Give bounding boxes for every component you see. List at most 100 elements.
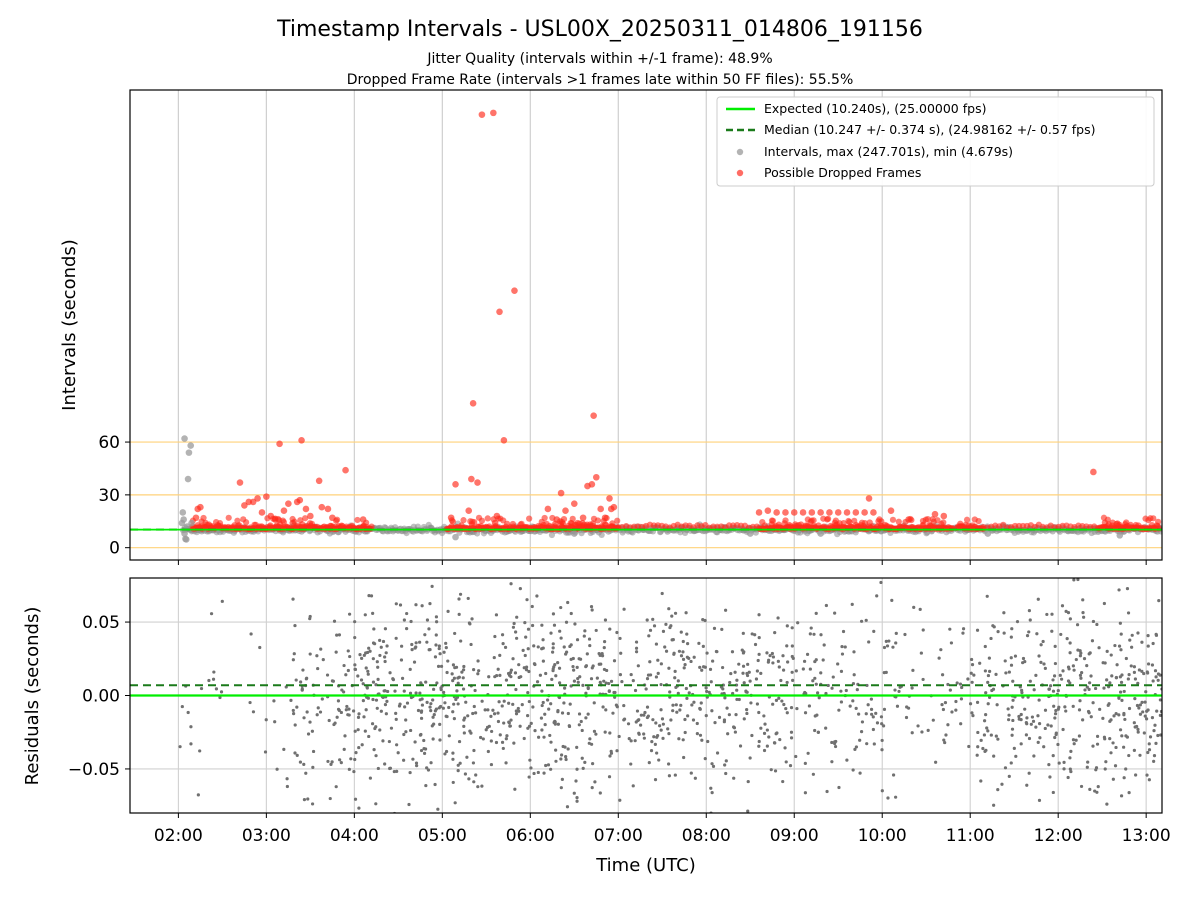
- residual-point: [334, 650, 338, 654]
- residual-point: [705, 651, 709, 655]
- residual-point: [495, 673, 499, 678]
- residual-point: [429, 709, 433, 713]
- residual-point: [608, 731, 612, 735]
- residual-point: [619, 651, 623, 655]
- residual-point: [442, 690, 446, 694]
- residual-point: [943, 700, 948, 705]
- residual-point: [453, 801, 457, 805]
- residual-point: [882, 671, 886, 675]
- residual-point: [589, 604, 594, 609]
- residual-point: [634, 640, 639, 644]
- residual-point: [1038, 573, 1041, 576]
- residual-point: [1136, 727, 1140, 731]
- dropped-frame-point: [553, 516, 561, 523]
- residual-point: [1012, 746, 1016, 750]
- residual-point: [713, 721, 717, 725]
- residual-point: [748, 756, 752, 760]
- residual-point: [1081, 598, 1085, 602]
- residual-point: [969, 671, 973, 675]
- dropped-frame-point: [570, 500, 578, 507]
- residual-point: [1060, 677, 1064, 681]
- residual-point: [378, 638, 382, 643]
- residual-point: [733, 730, 737, 734]
- residual-point: [525, 665, 529, 669]
- residual-point: [385, 699, 389, 703]
- residual-point: [438, 738, 442, 742]
- residual-point: [456, 763, 460, 767]
- residual-point: [383, 659, 387, 664]
- residual-point: [411, 757, 415, 761]
- residual-point: [660, 591, 664, 596]
- residual-point: [353, 757, 357, 762]
- residual-point: [1072, 742, 1076, 746]
- residual-point: [1050, 816, 1053, 819]
- residual-point: [471, 711, 475, 716]
- residual-point: [371, 680, 376, 684]
- residual-point: [1108, 719, 1112, 723]
- residual-point: [580, 756, 584, 760]
- residual-point: [1049, 724, 1053, 728]
- residual-point: [608, 627, 612, 631]
- residual-point: [1037, 722, 1042, 726]
- residual-point: [249, 632, 253, 636]
- residual-point: [811, 679, 815, 683]
- residual-point: [1111, 777, 1115, 781]
- residual-point: [436, 807, 440, 811]
- residual-point: [1146, 634, 1150, 638]
- residual-point: [1158, 713, 1162, 717]
- residual-point: [1057, 705, 1061, 709]
- residual-point: [1061, 727, 1065, 732]
- residual-point: [816, 730, 820, 734]
- residual-point: [1068, 651, 1072, 655]
- residual-point: [474, 711, 478, 715]
- residual-point: [1117, 696, 1121, 700]
- residual-point: [472, 748, 476, 753]
- residual-point: [629, 739, 633, 743]
- residual-point: [292, 652, 296, 656]
- residual-point: [366, 672, 370, 676]
- residual-point: [566, 747, 570, 751]
- residual-point: [961, 631, 965, 635]
- residual-point: [438, 722, 442, 726]
- residual-point: [577, 657, 581, 661]
- residuals-y-axis-label: Residuals (seconds): [22, 607, 43, 786]
- residual-point: [757, 635, 761, 640]
- residual-point: [1107, 702, 1111, 706]
- residual-point: [667, 607, 671, 611]
- residual-point: [825, 789, 829, 794]
- residual-point: [942, 738, 946, 742]
- residual-point: [813, 676, 817, 680]
- residual-point: [614, 703, 619, 707]
- residual-point: [436, 664, 441, 668]
- dropped-frame-point: [861, 520, 868, 527]
- residual-point: [765, 744, 769, 748]
- residual-point: [768, 653, 772, 658]
- residual-point: [681, 657, 686, 661]
- residual-point: [1010, 627, 1014, 631]
- residual-point: [1105, 678, 1109, 682]
- residual-point: [734, 713, 738, 717]
- residual-point: [795, 706, 799, 711]
- residual-point: [1129, 664, 1133, 668]
- residual-point: [1118, 675, 1122, 679]
- residual-point: [707, 690, 711, 694]
- residual-point: [607, 681, 611, 686]
- residual-point: [1017, 714, 1021, 719]
- residual-point: [652, 624, 657, 628]
- residual-point: [1144, 717, 1149, 721]
- residual-point: [378, 728, 382, 732]
- residual-point: [273, 720, 277, 724]
- residual-point: [785, 711, 789, 715]
- residual-point: [424, 783, 428, 788]
- residual-point: [918, 607, 922, 611]
- residual-point: [593, 780, 597, 784]
- residual-point: [457, 612, 461, 617]
- dropped-frame-point: [764, 507, 772, 515]
- dropped-frame-point: [468, 475, 475, 483]
- residual-point: [871, 715, 875, 719]
- residual-point: [498, 673, 502, 678]
- residual-point: [602, 667, 607, 672]
- residual-point: [404, 718, 408, 722]
- intervals-plot-area: [130, 109, 1162, 543]
- residual-point: [791, 572, 794, 575]
